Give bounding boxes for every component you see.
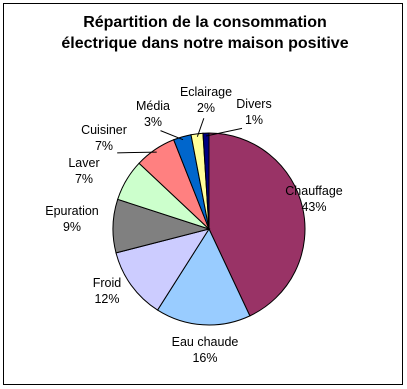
value-label: 9% bbox=[63, 220, 81, 234]
value-label: 43% bbox=[301, 200, 326, 214]
value-label: 12% bbox=[94, 292, 119, 306]
slice-label: Froid bbox=[93, 276, 122, 290]
pie-slice bbox=[202, 132, 210, 230]
slice-label: Divers bbox=[236, 97, 271, 111]
value-label: 1% bbox=[245, 113, 263, 127]
leader-line bbox=[160, 130, 184, 141]
slice-label: Eau chaude bbox=[172, 335, 239, 349]
slice-label: Laver bbox=[68, 156, 99, 170]
value-label: 2% bbox=[197, 101, 215, 115]
leader-line bbox=[196, 118, 205, 137]
value-label: 3% bbox=[144, 115, 162, 129]
leader-line bbox=[117, 151, 157, 154]
value-label: 16% bbox=[192, 351, 217, 365]
value-label: 7% bbox=[95, 139, 113, 153]
pie-slice bbox=[156, 227, 251, 326]
chart-title: Répartition de la consommation électriqu… bbox=[61, 14, 349, 52]
slice-label: Média bbox=[136, 99, 170, 113]
slice-label: Cuisiner bbox=[81, 123, 127, 137]
value-label: 7% bbox=[75, 172, 93, 186]
pie-slice bbox=[115, 228, 211, 311]
slice-label: Chauffage bbox=[285, 184, 343, 198]
slice-label: Epuration bbox=[45, 204, 99, 218]
leader-line bbox=[205, 127, 243, 137]
slice-label: Eclairage bbox=[180, 85, 232, 99]
pie-slice bbox=[208, 132, 306, 317]
